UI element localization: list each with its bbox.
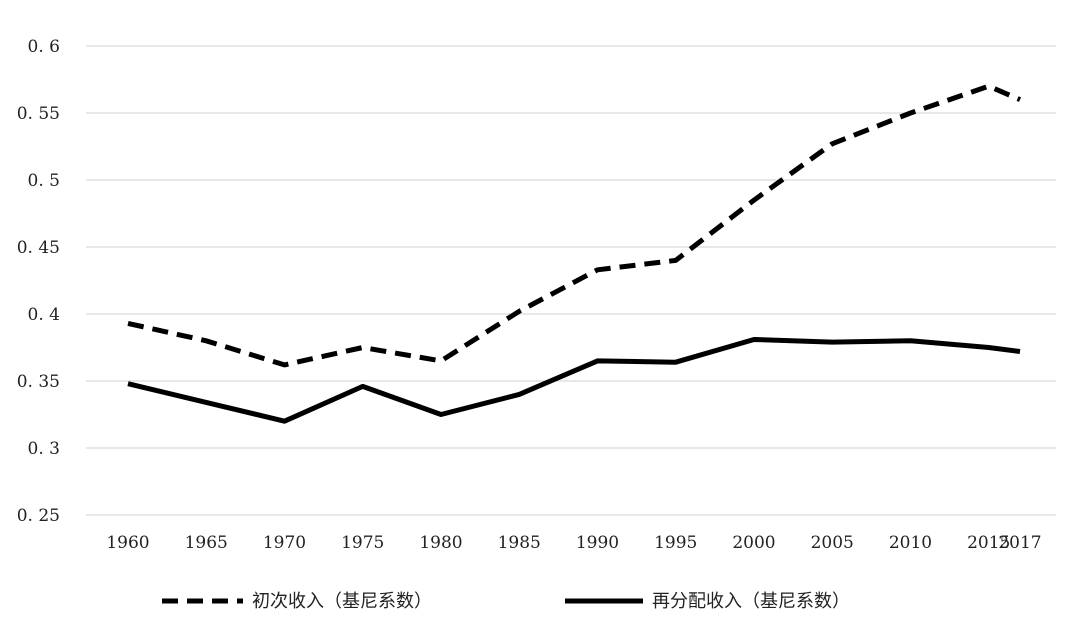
y-tick-label: 0. 6 — [28, 37, 60, 57]
legend: 初次收入（基尼系数） 再分配收入（基尼系数） — [162, 591, 850, 612]
y-tick-label: 0. 25 — [17, 506, 60, 526]
y-tick-label: 0. 35 — [17, 372, 60, 392]
legend-label: 初次收入（基尼系数） — [252, 591, 432, 612]
legend-label: 再分配收入（基尼系数） — [652, 591, 850, 612]
y-axis-ticks: 0. 25 0. 3 0. 35 0. 4 0. 45 0. 5 0. 55 0. 6 — [17, 37, 60, 526]
y-tick-label: 0. 3 — [28, 439, 60, 459]
x-tick-label: 2015 — [967, 533, 1010, 553]
y-tick-label: 0. 45 — [17, 238, 60, 258]
x-tick-label: 1985 — [498, 533, 541, 553]
x-tick-label: 1980 — [419, 533, 462, 553]
x-tick-label: 1960 — [106, 533, 149, 553]
x-tick-label: 1970 — [263, 533, 306, 553]
gridlines — [86, 45, 1056, 516]
x-tick-label: 1965 — [185, 533, 228, 553]
x-tick-label: 1975 — [341, 533, 384, 553]
x-axis-ticks: 1960 1965 1970 1975 1980 1985 1990 1995 2000 2005… — [106, 533, 1041, 553]
x-tick-label: 2005 — [811, 533, 854, 553]
series-line-redistributed-income — [127, 337, 1021, 424]
x-tick-label: 2000 — [732, 533, 775, 553]
series-lines — [127, 83, 1021, 424]
x-tick-label: 1995 — [654, 533, 697, 553]
x-tick-label: 2010 — [889, 533, 932, 553]
y-tick-label: 0. 55 — [17, 104, 60, 124]
series-line-primary-income — [127, 83, 1021, 368]
y-tick-label: 0. 4 — [28, 305, 60, 325]
x-tick-label: 2017 — [998, 533, 1041, 553]
x-tick-label: 1990 — [576, 533, 619, 553]
y-tick-label: 0. 5 — [28, 171, 60, 191]
